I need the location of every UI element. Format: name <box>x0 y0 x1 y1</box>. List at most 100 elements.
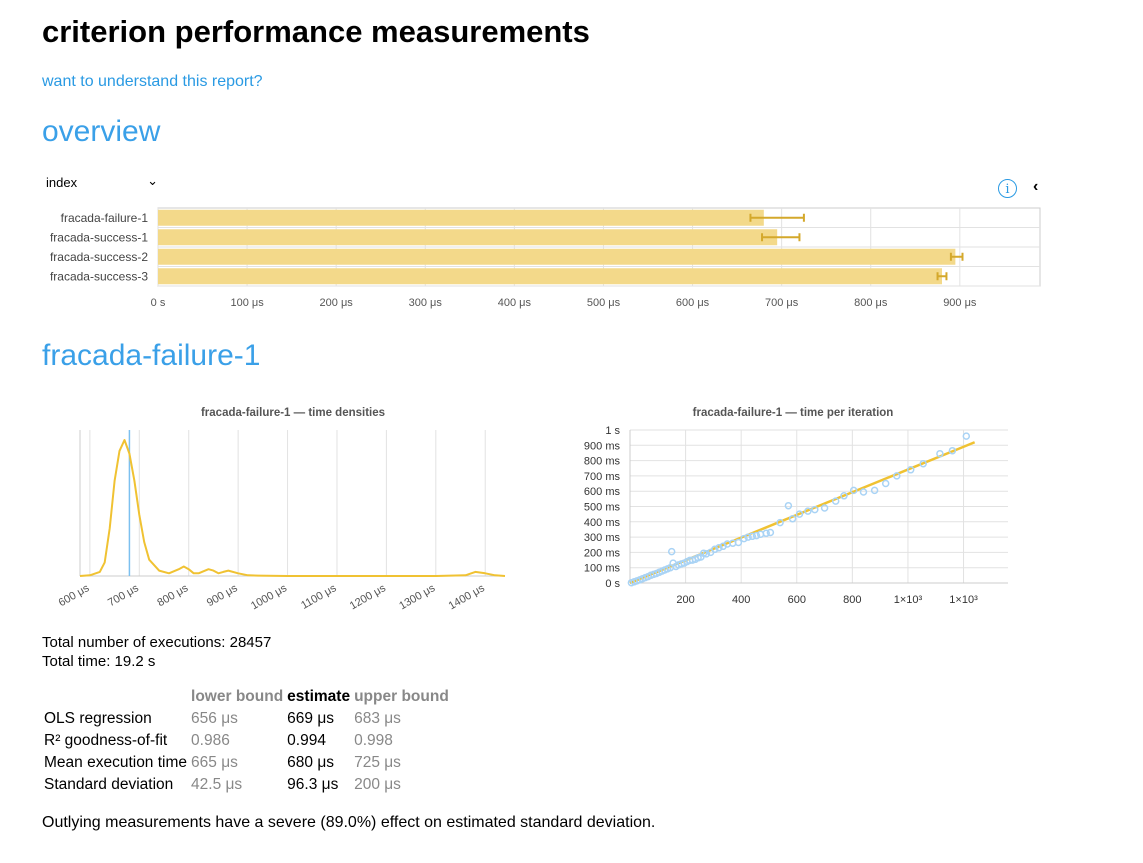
density-chart: fracada-failure-1 — time densities 600 μs… <box>57 407 506 612</box>
total-executions: Total number of executions: 28457 <box>42 634 272 651</box>
lower-bound: 42.5 μs <box>191 776 243 793</box>
table-row: Standard deviation 42.5 μs 96.3 μs 200 μ… <box>42 774 451 796</box>
density-x-tick: 1200 μs <box>348 582 389 612</box>
table-header-blank <box>42 686 189 708</box>
regression-y-tick: 1 s <box>605 425 620 437</box>
upper-bound: 200 μs <box>354 776 401 793</box>
regression-y-tick: 200 ms <box>584 547 621 559</box>
regression-x-tick: 1×10³ <box>949 594 978 606</box>
chevron-left-icon[interactable]: ‹ <box>1033 178 1039 195</box>
table-header-upper: upper bound <box>354 688 449 705</box>
overview-x-tick: 200 μs <box>320 297 354 309</box>
regression-point <box>748 532 757 541</box>
row-label: OLS regression <box>44 710 152 727</box>
density-x-tick: 1100 μs <box>299 582 339 612</box>
regression-y-tick: 800 ms <box>584 456 621 468</box>
overview-bar <box>158 268 942 285</box>
regression-point <box>734 538 743 547</box>
regression-point <box>849 486 858 495</box>
sort-select[interactable]: index ⌄ <box>42 171 162 193</box>
regression-point <box>788 514 797 523</box>
overview-category-label: fracada-success-2 <box>50 250 148 264</box>
regression-y-tick: 600 ms <box>584 486 621 498</box>
density-x-tick: 600 μs <box>57 582 92 609</box>
regression-point <box>711 545 719 554</box>
estimate: 96.3 μs <box>287 776 339 793</box>
overview-bar <box>158 248 956 265</box>
density-x-tick: 1000 μs <box>249 582 290 612</box>
density-x-tick: 1400 μs <box>447 582 488 612</box>
regression-point <box>804 507 812 515</box>
regression-x-tick: 1×10³ <box>894 594 923 606</box>
regression-point <box>881 479 890 488</box>
regression-chart: fracada-failure-1 — time per iteration 0 … <box>584 407 1008 606</box>
overview-x-tick: 500 μs <box>587 297 621 309</box>
regression-point <box>740 534 748 543</box>
regression-point <box>831 497 840 505</box>
overview-x-tick: 400 μs <box>498 297 532 309</box>
regression-point <box>906 466 915 474</box>
regression-x-tick: 600 <box>788 594 806 606</box>
row-label: R² goodness-of-fit <box>44 732 168 749</box>
density-x-tick: 1300 μs <box>397 582 438 612</box>
regression-y-tick: 900 ms <box>584 440 621 452</box>
row-label: Mean execution time <box>44 754 188 771</box>
overview-category-label: fracada-success-1 <box>50 230 148 244</box>
run-stats: Total number of executions: 28457 Total … <box>42 633 271 671</box>
estimate: 0.994 <box>287 732 326 749</box>
lower-bound: 656 μs <box>191 710 238 727</box>
regression-point <box>752 531 761 540</box>
regression-y-tick: 400 ms <box>584 517 621 529</box>
page-title: criterion performance measurements <box>42 14 590 49</box>
info-icon[interactable]: i <box>998 179 1017 198</box>
sort-select-value: index <box>46 174 78 190</box>
regression-point <box>870 486 879 495</box>
regression-x-tick: 400 <box>732 594 750 606</box>
estimate: 680 μs <box>287 754 335 771</box>
overview-x-tick: 100 μs <box>230 297 264 309</box>
regression-point <box>702 550 711 558</box>
regression-point <box>667 547 676 556</box>
regression-point <box>784 501 793 510</box>
regression-point <box>962 432 971 440</box>
estimates-table: lower bound estimate upper bound OLS reg… <box>42 686 451 796</box>
regression-point <box>762 529 770 538</box>
table-header-estimate: estimate <box>287 688 351 705</box>
table-header-row: lower bound estimate upper bound <box>42 686 451 708</box>
regression-point <box>820 504 829 512</box>
overview-x-tick: 0 s <box>151 297 166 309</box>
regression-point <box>715 544 723 552</box>
regression-y-tick: 0 s <box>605 578 620 590</box>
overview-bar <box>158 209 764 226</box>
overview-chart: 0 s 100 μs 200 μs 300 μs 400 μs 500 μs 600 μs 7… <box>50 207 1041 309</box>
density-x-tick: 700 μs <box>106 582 141 609</box>
overview-x-tick: 600 μs <box>676 297 710 309</box>
upper-bound: 683 μs <box>354 710 401 727</box>
bench-heading: fracada-failure-1 <box>42 339 261 372</box>
overview-category-label: fracada-failure-1 <box>61 211 149 225</box>
regression-y-tick: 700 ms <box>584 471 621 483</box>
overview-category-label: fracada-success-3 <box>50 269 148 283</box>
overview-x-tick: 800 μs <box>854 297 888 309</box>
table-row: OLS regression 656 μs 669 μs 683 μs <box>42 708 451 730</box>
overview-x-tick: 900 μs <box>943 297 977 309</box>
regression-point <box>744 533 752 541</box>
regression-point <box>859 488 868 496</box>
regression-y-tick: 500 ms <box>584 502 621 514</box>
regression-y-tick: 300 ms <box>584 532 621 544</box>
estimate: 669 μs <box>287 710 335 727</box>
chevron-down-icon: ⌄ <box>147 173 158 188</box>
overview-heading: overview <box>42 115 161 148</box>
regression-point <box>766 528 775 537</box>
table-row: Mean execution time 665 μs 680 μs 725 μs <box>42 752 451 774</box>
regression-point <box>776 518 784 527</box>
regression-point <box>795 510 804 518</box>
regression-point <box>811 505 819 514</box>
overview-x-tick: 300 μs <box>409 297 443 309</box>
help-link[interactable]: want to understand this report? <box>42 73 263 90</box>
regression-point <box>893 472 901 480</box>
lower-bound: 0.986 <box>191 732 230 749</box>
density-title: fracada-failure-1 — time densities <box>201 407 385 419</box>
table-row: R² goodness-of-fit 0.986 0.994 0.998 <box>42 730 451 752</box>
regression-x-tick: 800 <box>843 594 861 606</box>
